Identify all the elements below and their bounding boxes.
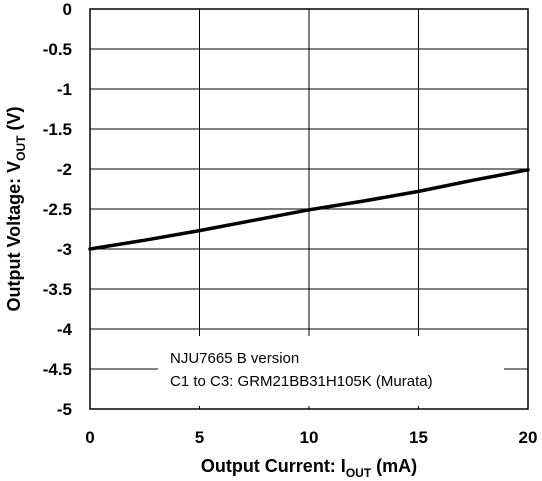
y-tick-label: -2.5 [43, 200, 72, 219]
x-axis-label: Output Current: IOUT (mA) [201, 456, 417, 480]
x-tick-label: 15 [409, 428, 428, 447]
x-axis-label-sub: OUT [346, 466, 372, 480]
annotation-line-1: NJU7665 B version [170, 350, 299, 367]
plot-frame [89, 8, 529, 410]
x-axis-label-main: Output Current: I [201, 456, 346, 476]
y-tick-label: 0 [63, 0, 72, 19]
y-tick-label: -4 [57, 320, 73, 339]
y-axis-label: Output Voltage: VOUT (V) [4, 106, 28, 311]
x-tick-label: 0 [85, 428, 94, 447]
y-tick-label: -0.5 [43, 40, 72, 59]
y-axis-label-unit: (V) [4, 106, 24, 135]
tick-labels: 0 5 10 15 20 0 -0.5 -1 -1.5 -2 -2.5 -3 -3.5 -4 -4.5 -5 [43, 0, 538, 447]
y-tick-label: -3.5 [43, 280, 72, 299]
series-line [88, 168, 530, 251]
annotation-line-2: C1 to C3: GRM21BB31H105K (Murata) [170, 373, 433, 390]
y-tick-label: -1 [57, 80, 72, 99]
y-tick-label: -5 [57, 400, 72, 419]
y-tick-label: -3 [57, 240, 72, 259]
y-tick-label: -4.5 [43, 360, 72, 379]
x-tick-label: 20 [519, 428, 538, 447]
x-axis-label-unit: (mA) [371, 456, 417, 476]
x-tick-label: 10 [300, 428, 319, 447]
y-axis-label-sub: OUT [14, 135, 28, 161]
y-axis-label-main: Output Voltage: V [4, 161, 24, 312]
series-group [88, 168, 530, 251]
y-tick-label: -2 [57, 160, 72, 179]
x-tick-label: 5 [195, 428, 204, 447]
annotation-background [158, 336, 504, 406]
y-tick-label: -1.5 [43, 120, 72, 139]
